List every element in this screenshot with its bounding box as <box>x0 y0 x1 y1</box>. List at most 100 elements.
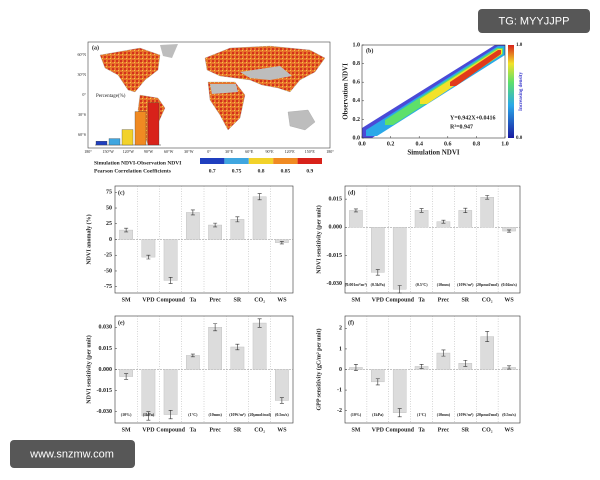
y-tick-label: -0.015 <box>97 388 113 394</box>
lat-label: 30°S <box>78 112 86 117</box>
y-tick-label: 0.0 <box>353 135 361 141</box>
unit-label: (1kPa) <box>372 412 384 417</box>
bar <box>230 346 245 370</box>
bar <box>163 239 178 281</box>
x-tick-label: SM <box>122 297 131 303</box>
y-tick-label: 0 <box>339 367 342 373</box>
y-tick-label: 0 <box>109 237 112 243</box>
x-tick-label: SM <box>351 427 360 433</box>
inset-bar <box>108 138 121 146</box>
error-bar <box>419 208 424 213</box>
colorbar-tick: 0.0 <box>516 136 523 141</box>
x-tick-label: 0.8 <box>473 141 481 147</box>
x-tick-label: Ta <box>190 427 196 433</box>
inset-bar <box>121 129 134 146</box>
bar <box>480 197 494 228</box>
watermark: TG: MYYJJPP <box>499 15 570 27</box>
unit-label: (0.5kPa) <box>371 282 386 287</box>
watermark-box <box>478 9 590 33</box>
error-bar <box>375 269 380 276</box>
x-tick-label: CO₂ <box>254 297 265 303</box>
lon-label: 90°W <box>144 149 154 154</box>
panel-label: (f) <box>348 319 354 326</box>
colorbar-label: Increasing density <box>519 72 524 111</box>
lon-label: 150°W <box>102 149 114 154</box>
y-tick-label: 50 <box>106 205 112 211</box>
inset-bar <box>147 102 160 146</box>
x-tick-label: 0.2 <box>387 141 395 147</box>
inset-bar <box>134 111 147 146</box>
y-tick-label: 0.8 <box>353 61 361 67</box>
y-tick-label: 25 <box>106 221 112 227</box>
y-axis-label: Observation NDVI <box>342 63 350 120</box>
error-bar <box>441 219 446 224</box>
unit-label: (1kPa) <box>143 412 155 417</box>
lat-label: 60°N <box>78 52 87 57</box>
y-tick-label: -0.030 <box>327 281 343 287</box>
unit-label: (0.5°C) <box>415 282 428 287</box>
colorbar-tick: 0.7 <box>209 168 216 174</box>
error-bar <box>235 216 240 223</box>
lon-label: 150°E <box>305 149 316 154</box>
y-tick-label: 0.030 <box>99 325 113 331</box>
error-bar <box>257 318 262 328</box>
error-bar <box>353 208 358 213</box>
error-bar <box>190 209 195 216</box>
x-tick-label: CO₂ <box>482 297 493 303</box>
bar <box>230 219 245 240</box>
error-bar <box>190 353 195 358</box>
x-tick-label: Compound <box>385 297 414 303</box>
x-tick-label: SR <box>234 427 242 433</box>
unit-label: (10%) <box>121 412 132 417</box>
x-tick-label: SR <box>461 297 469 303</box>
lon-label: 30°W <box>184 149 194 154</box>
bar <box>392 369 407 413</box>
panel-label: (d) <box>348 189 355 196</box>
lon-label: 90°E <box>265 149 274 154</box>
continent <box>160 44 178 58</box>
bar <box>185 212 200 240</box>
x-tick-label: VPD <box>372 427 385 433</box>
error-bar <box>397 408 402 418</box>
unit-label: (10%) <box>351 412 362 417</box>
colorbar-segment <box>297 158 322 164</box>
x-tick-label: Ta <box>190 297 196 303</box>
x-tick-label: VPD <box>142 297 155 303</box>
lat-label: 30°N <box>78 72 87 77</box>
annotation: Y=0.942X+0.0416 <box>450 115 496 121</box>
x-tick-label: Ta <box>418 427 424 433</box>
x-tick-label: Compound <box>385 427 414 433</box>
unit-label: (1°C) <box>417 412 427 417</box>
lat-label: 60°S <box>78 132 86 137</box>
y-tick-label: -2 <box>337 408 342 414</box>
x-tick-label: 1.0 <box>501 141 509 147</box>
error-bar <box>507 365 512 370</box>
error-bar <box>146 411 151 421</box>
panel-label: (c) <box>118 189 125 196</box>
error-bar <box>124 373 129 380</box>
y-tick-label: 0.4 <box>353 98 361 104</box>
x-tick-label: WS <box>504 297 514 303</box>
error-bar <box>257 193 262 201</box>
y-tick-label: -0.030 <box>97 409 113 415</box>
x-tick-label: 0.0 <box>358 141 366 147</box>
error-bar <box>168 276 173 284</box>
error-bar <box>235 343 240 351</box>
inset-bar <box>95 140 108 146</box>
unit-label: (10mm) <box>208 412 222 417</box>
unit-label: (0.04m/s) <box>501 282 517 287</box>
bar <box>252 322 267 370</box>
y-tick-label: 1 <box>339 346 342 352</box>
error-bar <box>168 410 173 420</box>
x-tick-label: Prec <box>209 427 221 433</box>
x-tick-label: 0.6 <box>444 141 452 147</box>
bar <box>252 196 267 240</box>
unit-label: (20μmol/mol) <box>476 282 500 287</box>
y-tick-label: -0.015 <box>327 253 343 259</box>
y-tick-label: 2 <box>339 326 342 332</box>
error-bar <box>279 397 284 404</box>
y-tick-label: 0.000 <box>329 225 343 231</box>
lon-label: 60°E <box>245 149 254 154</box>
x-tick-label: SM <box>122 427 131 433</box>
desert <box>210 84 238 94</box>
